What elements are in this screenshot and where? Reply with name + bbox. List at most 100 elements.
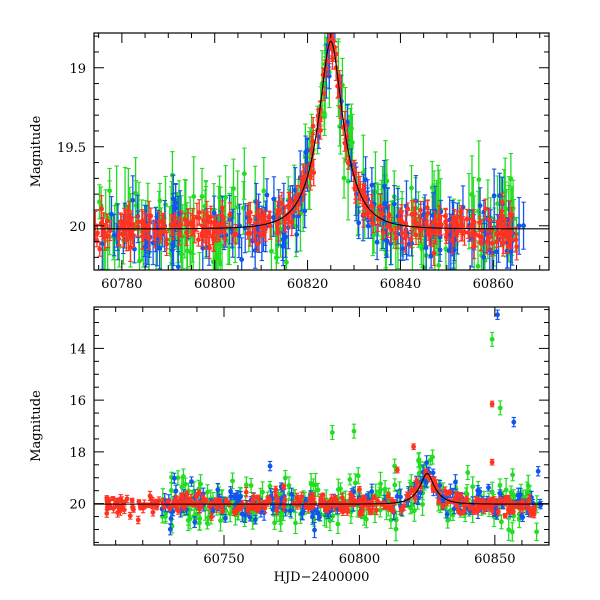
- data-point: [416, 457, 422, 463]
- data-point: [245, 211, 251, 216]
- data-point: [335, 487, 341, 493]
- data-point: [217, 260, 223, 266]
- data-point: [498, 519, 504, 525]
- data-point: [269, 248, 274, 254]
- data-point: [97, 246, 103, 252]
- data-point: [258, 216, 264, 222]
- data-point: [120, 224, 125, 229]
- data-point: [377, 203, 383, 209]
- data-point: [130, 197, 136, 203]
- data-point: [215, 487, 221, 493]
- data-point: [437, 482, 443, 488]
- data-point: [286, 204, 292, 209]
- data-point: [163, 202, 168, 208]
- data-point: [116, 231, 122, 237]
- data-point: [392, 230, 398, 236]
- data-point: [497, 491, 503, 496]
- data-point: [486, 235, 492, 240]
- data-point: [142, 223, 148, 229]
- data-point: [535, 468, 541, 474]
- data-point: [388, 227, 394, 233]
- data-point: [321, 91, 327, 97]
- data-point: [168, 222, 174, 228]
- data-point: [255, 242, 261, 247]
- data-point: [451, 215, 457, 221]
- data-point: [223, 515, 228, 521]
- data-point: [392, 463, 398, 469]
- data-point: [203, 233, 209, 238]
- data-point: [227, 212, 233, 218]
- data-point: [421, 212, 427, 217]
- data-point: [199, 194, 205, 199]
- data-point: [361, 192, 367, 198]
- data-point: [139, 234, 145, 239]
- data-point: [191, 194, 197, 199]
- data-point: [491, 193, 497, 199]
- data-point: [408, 482, 414, 488]
- data-point: [476, 177, 482, 183]
- x-tick-label: 60860: [473, 277, 514, 292]
- data-point: [399, 230, 405, 236]
- data-point: [352, 480, 358, 486]
- data-point: [508, 490, 514, 495]
- data-point: [277, 207, 283, 213]
- data-point: [420, 501, 425, 507]
- data-point: [300, 174, 306, 180]
- data-point: [497, 405, 503, 411]
- data-point: [125, 214, 131, 220]
- bottom-data-points: [104, 309, 544, 542]
- data-point: [310, 514, 315, 520]
- data-point: [515, 493, 521, 498]
- top-data-points: [94, 33, 526, 270]
- data-point: [494, 231, 499, 237]
- data-point: [227, 511, 233, 517]
- data-point: [449, 219, 455, 225]
- data-point: [363, 516, 369, 522]
- data-point: [97, 199, 102, 205]
- data-point: [198, 481, 204, 487]
- data-point: [307, 183, 313, 189]
- data-point: [197, 520, 202, 526]
- data-point: [124, 237, 129, 243]
- data-point: [345, 160, 351, 166]
- data-point: [437, 215, 442, 221]
- data-point: [228, 494, 234, 499]
- data-point: [122, 219, 128, 224]
- data-point: [233, 231, 239, 237]
- data-point: [286, 482, 292, 488]
- data-point: [520, 514, 526, 520]
- data-point: [175, 264, 181, 270]
- data-point: [413, 220, 419, 226]
- y-tick-label: 19.5: [57, 141, 86, 156]
- data-point: [402, 235, 408, 241]
- data-point: [464, 216, 470, 222]
- data-point: [418, 242, 424, 247]
- data-point: [107, 188, 112, 194]
- data-point: [409, 185, 414, 191]
- x-tick-label: 60820: [287, 277, 328, 292]
- data-point: [499, 200, 505, 205]
- data-point: [248, 483, 254, 488]
- data-point: [380, 211, 386, 217]
- data-point: [494, 249, 499, 255]
- data-point: [185, 220, 191, 226]
- data-point: [310, 123, 316, 129]
- data-point: [194, 214, 200, 220]
- data-point: [128, 244, 133, 250]
- data-point: [205, 489, 210, 495]
- data-point: [446, 248, 452, 254]
- data-point: [262, 219, 268, 225]
- data-point: [413, 232, 419, 238]
- data-point: [381, 184, 387, 189]
- data-point: [282, 220, 288, 226]
- data-point: [142, 244, 148, 250]
- data-point: [425, 210, 431, 216]
- data-point: [497, 193, 503, 199]
- data-point: [392, 482, 398, 488]
- data-point: [326, 73, 332, 79]
- data-point: [280, 236, 286, 242]
- data-point: [109, 211, 114, 217]
- data-point: [260, 489, 265, 495]
- data-point: [511, 419, 517, 425]
- data-point: [294, 232, 300, 237]
